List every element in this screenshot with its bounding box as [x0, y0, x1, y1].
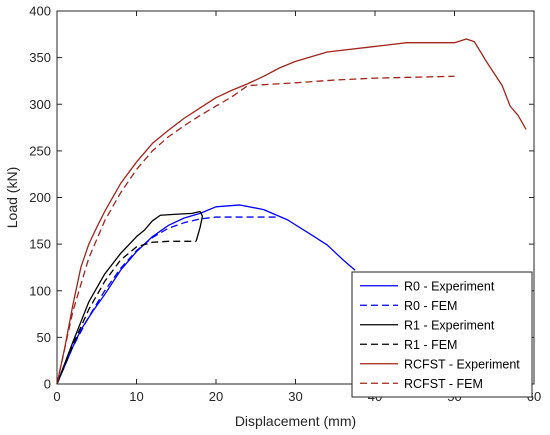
series-line-5 — [56, 75, 455, 385]
legend-label: R1 - Experiment — [404, 318, 495, 332]
axes — [56, 10, 535, 385]
series-line-2 — [56, 210, 204, 385]
series-line-3 — [56, 240, 197, 385]
series-layer — [56, 38, 527, 385]
x-tick-label: 0 — [53, 389, 60, 404]
legend-label: RCFST - FEM — [404, 377, 483, 391]
y-tick-label: 250 — [29, 143, 51, 158]
legend: R0 - Experiment R0 - FEM R1 - Experiment R1… — [351, 271, 533, 398]
legend-label: R0 - Experiment — [404, 279, 495, 293]
y-tick-label: 300 — [29, 97, 51, 112]
y-tick-label: 150 — [29, 237, 51, 252]
legend-box — [351, 271, 533, 398]
y-tick-label: 200 — [29, 190, 51, 205]
x-tick-label: 30 — [288, 389, 302, 404]
y-tick-label: 100 — [29, 283, 51, 298]
x-tick-label: 10 — [129, 389, 143, 404]
y-tick-label: 400 — [29, 4, 51, 19]
series-line-4 — [56, 38, 527, 385]
legend-label: R1 - FEM — [404, 338, 457, 352]
x-axis-label: Displacement (mm) — [235, 413, 356, 429]
series-line-0 — [56, 204, 356, 385]
x-tick-label: 20 — [209, 389, 223, 404]
legend-label: RCFST - Experiment — [404, 357, 520, 371]
legend-label: R0 - FEM — [404, 299, 457, 313]
y-tick-label: 50 — [37, 330, 51, 345]
series-line-1 — [56, 216, 280, 385]
y-tick-label: 350 — [29, 50, 51, 65]
y-tick-label: 0 — [44, 377, 51, 392]
y-axis-label: Load (kN) — [4, 167, 20, 228]
